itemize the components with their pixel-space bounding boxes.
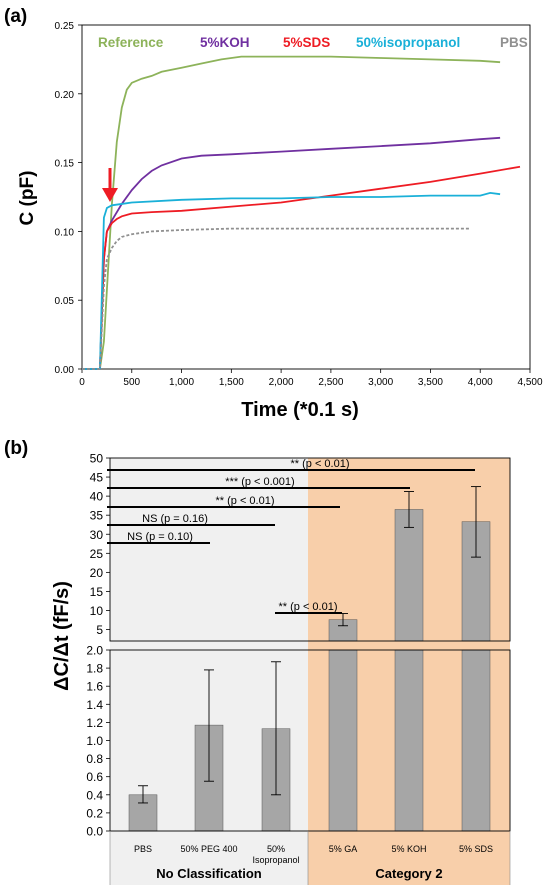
category-label: Isopropanol (252, 855, 299, 865)
y-tick-label: 0.8 (86, 752, 103, 766)
y-tick-label: 5 (96, 623, 103, 637)
y-tick-label: 30 (90, 528, 104, 542)
x-tick-label: 4,000 (468, 377, 493, 388)
category-label: 5% GA (329, 844, 358, 854)
x-tick-label: 1,500 (219, 377, 244, 388)
category-label: 50% (267, 844, 285, 854)
group-label-category-2: Category 2 (375, 866, 442, 881)
x-tick-label: 3,500 (418, 377, 443, 388)
series-line-reference (82, 55, 501, 370)
bar-5-koh (394, 509, 424, 642)
y-tick-label: 1.4 (86, 698, 103, 712)
category-label: 5% KOH (391, 844, 426, 854)
panel-a-y-axis-label: C (pF) (17, 171, 38, 226)
y-tick-label: 0.4 (86, 788, 103, 802)
significance-label: NS (p = 0.16) (142, 513, 208, 525)
x-tick-label: 4,500 (517, 377, 542, 388)
y-tick-label: 45 (90, 471, 104, 485)
panel-a-series (82, 55, 521, 370)
y-tick-label: 0.6 (86, 770, 103, 784)
panel-a-x-ticks: 0 500 1,000 1,500 2,000 2,500 3,000 3,500 4,000 4… (79, 369, 543, 388)
category-labels: PBS 50% PEG 400 50%Isopropanol 5% GA 5% KOH 5… (134, 844, 493, 865)
y-tick-label: 50 (90, 452, 104, 466)
y-tick-label: 2.0 (86, 644, 103, 658)
group-label-no-classification: No Classification (156, 866, 262, 881)
y-tick-label: 1.8 (86, 662, 103, 676)
bar-5-koh (394, 649, 424, 832)
y-tick-label: 0.05 (55, 296, 75, 307)
significance-annotations: ** (p < 0.01) *** (p < 0.001) ** (p < 0.01… (107, 458, 475, 614)
significance-label: NS (p = 0.10) (127, 531, 193, 543)
y-tick-label: 35 (90, 509, 104, 523)
arrow-marker (102, 168, 118, 202)
series-line-5-koh (82, 136, 501, 370)
series-line-50-isopropanol (82, 191, 501, 370)
y-tick-label: 0.00 (55, 365, 75, 376)
legend-entry: Reference (98, 35, 164, 50)
significance-label: ** (p < 0.01) (290, 458, 349, 470)
panel-b-bars (128, 509, 491, 832)
x-tick-label: 1,000 (169, 377, 194, 388)
x-tick-label: 3,000 (368, 377, 393, 388)
panel-a-label: (a) (4, 6, 27, 27)
panel-a-y-ticks: 0.00 0.05 0.10 0.15 0.20 0.25 (55, 21, 82, 376)
y-tick-label: 1.0 (86, 734, 103, 748)
upper-axis-frame (109, 457, 511, 642)
y-tick-label: 15 (90, 585, 104, 599)
panel-a-frame (81, 24, 531, 370)
significance-label: ** (p < 0.01) (215, 495, 274, 507)
y-tick-label: 40 (90, 490, 104, 504)
x-tick-label: 500 (123, 377, 140, 388)
y-tick-label: 0.20 (55, 90, 75, 101)
series-line-5-sds (82, 165, 521, 370)
panel-a: (a) Reference 5%KOH 5%SDS 50%isopropanol PBS… (4, 6, 543, 421)
category-label: 5% SDS (459, 844, 493, 854)
significance-label: ** (p < 0.01) (278, 601, 337, 613)
category-label: PBS (134, 844, 152, 854)
x-tick-label: 2,500 (318, 377, 343, 388)
lower-y-ticks: 0.0 0.2 0.4 0.6 0.8 1.0 1.2 1.4 1.6 1.8 2.0 (86, 644, 110, 839)
panel-a-legend: Reference 5%KOH 5%SDS 50%isopropanol PBS (98, 35, 528, 50)
y-tick-label: 0.0 (86, 825, 103, 839)
panel-b-y-axis-label: ΔC/Δt (fF/s) (51, 581, 73, 691)
series-line-pbs (82, 227, 471, 370)
upper-y-ticks: 5 10 15 20 25 30 35 40 45 50 (90, 452, 110, 637)
x-tick-label: 0 (79, 377, 85, 388)
significance-label: *** (p < 0.001) (225, 476, 294, 488)
y-tick-label: 10 (90, 604, 104, 618)
y-tick-label: 0.25 (55, 21, 75, 32)
panel-b-label: (b) (4, 438, 28, 459)
bar-5-ga (328, 649, 358, 832)
legend-entry: 5%SDS (283, 35, 330, 50)
legend-entry: 5%KOH (200, 35, 250, 50)
y-tick-label: 0.10 (55, 227, 75, 238)
y-tick-label: 0.15 (55, 159, 75, 170)
y-tick-label: 25 (90, 547, 104, 561)
y-tick-label: 20 (90, 566, 104, 580)
legend-entry: PBS (500, 35, 528, 50)
legend-entry: 50%isopropanol (356, 35, 460, 50)
bar-5-sds (461, 649, 491, 832)
x-tick-label: 2,000 (269, 377, 294, 388)
category-label: 50% PEG 400 (180, 844, 237, 854)
y-tick-label: 1.2 (86, 716, 103, 730)
panel-a-x-axis-label: Time (*0.1 s) (241, 399, 358, 421)
panel-b-error-bars (138, 486, 481, 804)
panel-b: (b) 5 10 15 20 25 30 35 40 45 50 0.0 0.2 0.4 0.6 0.8 1… (4, 438, 511, 885)
y-tick-label: 0.2 (86, 806, 103, 820)
y-tick-label: 1.6 (86, 680, 103, 694)
